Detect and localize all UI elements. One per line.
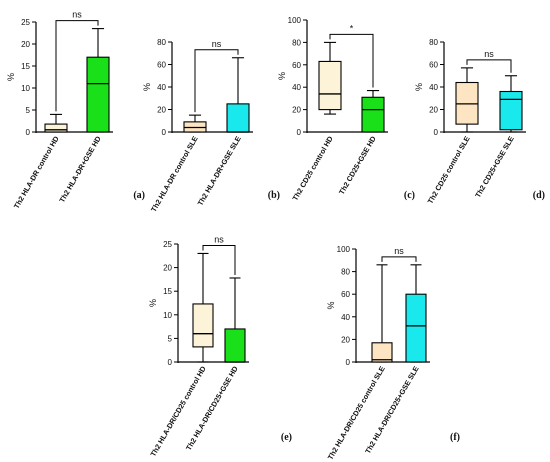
y-tick-label: 60 [429,61,438,70]
significance-label: ns [212,39,222,49]
category-label: Th2 HLA-DR+GSE SLE [196,134,243,207]
y-tick-label: 20 [157,106,166,115]
y-tick-label: 0 [168,358,173,367]
y-axis-title: % [142,83,152,91]
panel-label: (d) [533,190,545,201]
significance-bracket [329,33,374,88]
box-1 [44,113,68,133]
y-tick-label: 25 [21,18,30,27]
y-tick-label: 100 [337,245,351,254]
panel-c: 0 20 40 60 80 100% Th2 CD25 control HD Th2 CD25… [277,16,415,202]
y-tick-label: 15 [21,62,30,71]
category-label: Th2 HLA-DR control HD [12,135,61,211]
box-2 [224,277,246,363]
y-tick-label: 40 [157,83,166,92]
y-axis-title: % [414,83,424,91]
box-1 [371,264,393,363]
box-2 [86,28,110,133]
significance-bracket [466,59,512,73]
y-tick-label: 40 [292,83,301,92]
box-2 [226,57,250,133]
y-axis-title: % [326,301,336,309]
box-iqr [361,96,385,133]
significance-bracket [381,256,417,262]
significance-label: ns [214,234,224,244]
box-1 [192,252,214,363]
category-label: Th2 HLA-DR/CD25 control HD [148,365,207,459]
significance-label: ns [484,49,494,59]
y-tick-label: 0 [434,128,439,137]
panel-label: (e) [281,432,292,443]
y-tick-label: 0 [162,128,167,137]
y-tick-label: 80 [292,38,301,47]
significance-label: * [350,23,354,33]
category-label: Th2 HLA-DR+GSE HD [57,135,102,205]
box-2 [405,264,427,363]
category-label: Th2 CD25 control HD [290,135,334,203]
box-iqr [44,123,68,133]
y-tick-label: 100 [288,16,302,25]
panel-label: (a) [133,190,145,201]
y-tick-label: 20 [21,40,30,49]
panel-label: (f) [450,432,460,443]
y-tick-label: 25 [163,240,172,249]
y-tick-label: 20 [163,264,172,273]
box-iqr [226,103,250,133]
y-tick-label: 5 [26,106,31,115]
y-tick-label: 40 [429,83,438,92]
box-iqr [318,60,342,111]
significance-bracket [202,244,236,275]
significance-bracket [55,20,99,112]
y-tick-label: 20 [292,106,301,115]
y-tick-label: 40 [341,313,350,322]
y-tick-label: 5 [168,334,173,343]
category-label: Th2 HLA-DR control SLE [149,134,200,213]
y-tick-label: 0 [346,358,351,367]
category-label: Th2 CD25+GSE HD [337,135,378,197]
y-axis-title: % [277,72,287,80]
panel-f: 0 20 40 60 80 100% Th2 HLA-DR/CD25 control SLE… [326,245,460,461]
y-tick-label: 20 [429,106,438,115]
y-tick-label: 80 [429,38,438,47]
y-tick-label: 10 [21,84,30,93]
box-2 [499,75,523,133]
y-tick-label: 10 [163,311,172,320]
significance-bracket [194,49,239,113]
panel-label: (c) [404,190,415,201]
y-axis-title: % [6,73,16,81]
category-label: Th2 CD25 control SLE [426,134,472,205]
y-tick-label: 0 [26,128,31,137]
box-iqr [192,303,214,348]
box-iqr [499,90,523,131]
panel-d: 0 20 40 60 80% Th2 CD25 control SLE Th2 CD25+G… [414,38,545,205]
category-label: Th2 CD25+GSE SLE [473,134,516,199]
box-1 [455,67,479,133]
y-tick-label: 0 [297,128,302,137]
box-iqr [86,56,110,133]
y-tick-label: 15 [163,287,172,296]
y-tick-label: 60 [157,61,166,70]
significance-label: ns [394,246,404,256]
y-tick-label: 60 [292,61,301,70]
category-label: Th2 HLA-DR/CD25 control SLE [326,364,387,461]
y-tick-label: 80 [157,38,166,47]
box-2 [361,90,385,133]
box-1 [183,114,207,133]
significance-label: ns [72,10,82,20]
panel-label: (b) [268,190,280,201]
y-tick-label: 60 [341,290,350,299]
box-iqr [405,293,427,363]
box-1 [318,41,342,115]
box-iqr [224,328,246,363]
y-tick-label: 20 [341,335,350,344]
y-tick-label: 80 [341,268,350,277]
box-iqr [371,342,393,363]
y-axis-title: % [148,299,158,307]
